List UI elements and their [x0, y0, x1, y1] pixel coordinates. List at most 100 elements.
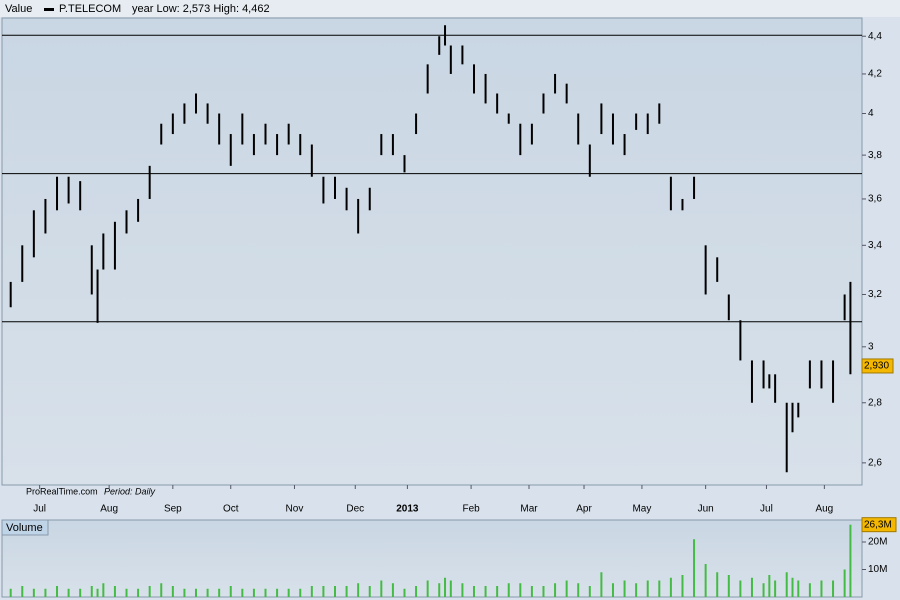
volume-bar: [461, 583, 464, 597]
volume-bar: [669, 577, 672, 597]
volume-bar: [554, 583, 557, 597]
header-label: Value: [5, 3, 32, 15]
volume-bar: [357, 583, 360, 597]
volume-bar: [67, 588, 70, 597]
x-tick-label: Aug: [100, 504, 118, 515]
last-value-label: 26,3M: [864, 519, 892, 530]
price-plot: [1, 17, 863, 486]
volume-bar: [160, 583, 163, 597]
volume-bar: [444, 577, 447, 597]
x-tick-label: Nov: [286, 504, 304, 515]
volume-bar: [44, 588, 47, 597]
volume-bar: [102, 583, 105, 597]
x-tick-label: Feb: [462, 504, 480, 515]
volume-bar: [299, 588, 302, 597]
x-tick-label: May: [632, 504, 651, 515]
volume-bar: [577, 583, 580, 597]
x-tick-label: Dec: [346, 504, 364, 515]
volume-bar: [507, 583, 510, 597]
volume-bar: [229, 586, 232, 597]
volume-bar: [113, 586, 116, 597]
volume-bar: [148, 586, 151, 597]
last-value-box: [861, 517, 897, 533]
volume-bar: [843, 569, 846, 597]
volume-bar: [808, 583, 811, 597]
volume-title-box: [1, 519, 49, 536]
volume-bar: [820, 580, 823, 597]
volume-bar: [768, 575, 771, 597]
volume-bar: [171, 586, 174, 597]
volume-bar: [646, 580, 649, 597]
last-value-box: [861, 358, 894, 374]
volume-bar: [206, 588, 209, 597]
x-tick-label: Aug: [815, 504, 833, 515]
volume-bar: [368, 586, 371, 597]
volume-bar: [774, 580, 777, 597]
volume-bar: [530, 586, 533, 597]
volume-bar: [183, 588, 186, 597]
volume-bar: [635, 583, 638, 597]
y-tick-label: 2,6: [868, 458, 882, 469]
y-tick-label: 3: [868, 341, 874, 352]
volume-bar: [681, 575, 684, 597]
volume-bar: [415, 586, 418, 597]
volume-bar: [849, 524, 852, 597]
volume-bar: [403, 588, 406, 597]
volume-bar: [241, 588, 244, 597]
x-tick-label: Sep: [164, 504, 182, 515]
y-tick-label: 20M: [868, 537, 887, 548]
x-tick-label: Oct: [223, 504, 239, 515]
volume-title: Volume: [6, 522, 43, 534]
volume-bar: [218, 588, 221, 597]
volume-bar: [391, 583, 394, 597]
volume-bar: [693, 539, 696, 597]
volume-bar: [322, 586, 325, 597]
volume-plot: [1, 519, 863, 598]
range-text: year Low: 2,573 High: 4,462: [132, 3, 270, 15]
volume-bar: [333, 586, 336, 597]
volume-bar: [496, 586, 499, 597]
y-tick-label: 4,2: [868, 69, 882, 80]
y-tick-label: 4: [868, 108, 874, 119]
volume-bar: [438, 583, 441, 597]
y-tick-label: 4,4: [868, 31, 882, 42]
volume-bar: [785, 572, 788, 597]
volume-bar: [750, 577, 753, 597]
legend-name: P.TELECOM: [59, 3, 121, 15]
volume-bar: [542, 586, 545, 597]
volume-bar: [472, 586, 475, 597]
volume-bar: [137, 588, 140, 597]
header-bar: [0, 0, 900, 17]
x-tick-label: Apr: [576, 504, 592, 515]
last-value-label: 2,930: [864, 361, 889, 372]
volume-bar: [762, 583, 765, 597]
volume-bar: [426, 580, 429, 597]
y-tick-label: 3,6: [868, 194, 882, 205]
volume-bar: [264, 588, 267, 597]
volume-bar: [791, 577, 794, 597]
volume-bar: [90, 586, 93, 597]
volume-bar: [623, 580, 626, 597]
volume-bar: [727, 575, 730, 597]
footer-period: Period: Daily: [104, 486, 156, 496]
volume-bar: [658, 580, 661, 597]
volume-bar: [125, 588, 128, 597]
volume-bar: [600, 572, 603, 597]
y-tick-label: 2,8: [868, 397, 882, 408]
x-tick-label: Jul: [33, 504, 46, 515]
volume-bar: [96, 588, 99, 597]
volume-bar: [588, 586, 591, 597]
volume-bar: [195, 588, 198, 597]
volume-bar: [21, 586, 24, 597]
volume-bar: [252, 588, 255, 597]
legend-swatch: [44, 8, 54, 11]
volume-bar: [519, 583, 522, 597]
footer-site: ProRealTime.com: [26, 486, 98, 496]
volume-bar: [704, 564, 707, 597]
volume-bar: [739, 580, 742, 597]
volume-bar: [716, 572, 719, 597]
volume-bar: [832, 580, 835, 597]
x-tick-label: Jul: [760, 504, 773, 515]
y-tick-label: 3,8: [868, 150, 882, 161]
x-tick-label: Mar: [520, 504, 538, 515]
